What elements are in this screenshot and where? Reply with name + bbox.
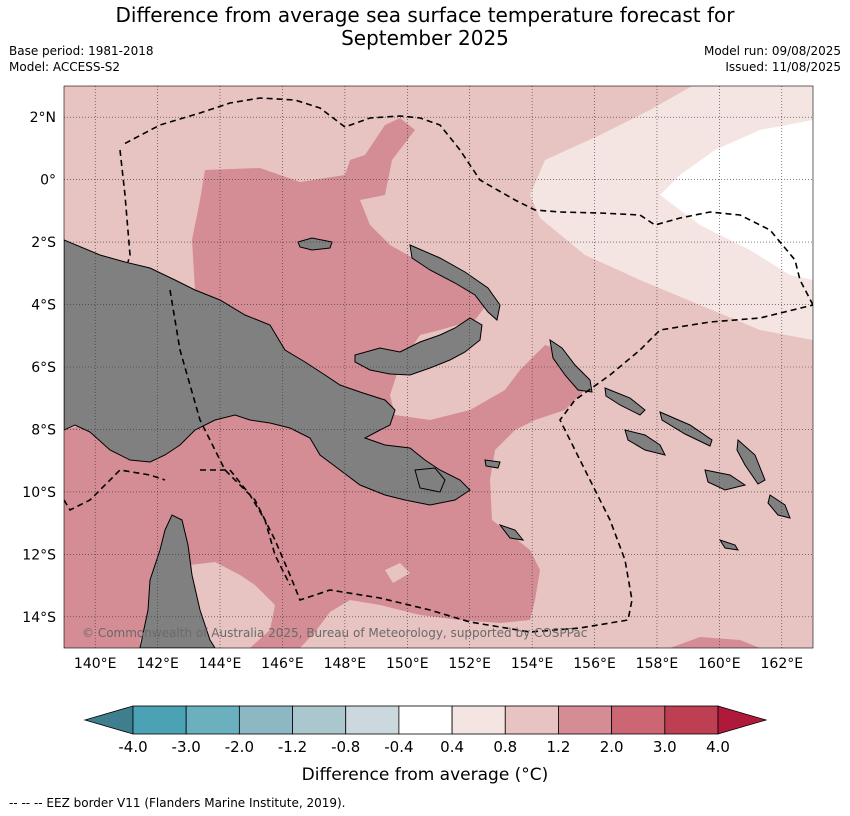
lon-label: 160°E (698, 656, 741, 672)
land-manus (297, 237, 333, 251)
latitude-labels: 2°N 0° 2°S 4°S 6°S 8°S 10°S 12°S 14°S (22, 110, 56, 626)
land-dentrecasteaux (414, 467, 446, 493)
land-choiseul (604, 387, 646, 416)
colorbar-tick-label: 2.0 (600, 738, 624, 756)
colorbar-tick-label: -0.4 (384, 738, 413, 756)
land-new-guinea (64, 239, 471, 506)
title-line-2: September 2025 (341, 26, 509, 50)
land-rennell (718, 539, 739, 551)
colorbar-title: Difference from average (°C) (302, 765, 549, 785)
title-line-1: Difference from average sea surface temp… (115, 3, 735, 27)
land-malaita (736, 438, 766, 485)
lat-label: 2°S (31, 235, 56, 251)
land-trobriand (484, 459, 501, 469)
colorbar-tick-label: -4.0 (118, 738, 147, 756)
colorbar-tick-label: 3.0 (653, 738, 677, 756)
colorbar-segment (292, 705, 347, 735)
issued-date: Issued: 11/08/2025 (725, 60, 841, 74)
colorbar-tick-label: -3.0 (172, 738, 201, 756)
colorbar-tick-label: -0.8 (331, 738, 360, 756)
land-makira (704, 469, 747, 491)
lon-label: 156°E (573, 656, 616, 672)
lon-label: 146°E (261, 656, 304, 672)
meta-right: Model run: 09/08/2025 Issued: 11/08/2025 (704, 43, 841, 75)
eez-border (64, 97, 813, 633)
colorbar-segment (345, 705, 400, 735)
lon-label: 144°E (199, 656, 242, 672)
colorbar-segment (558, 705, 613, 735)
colorbar-segment (664, 705, 719, 735)
meta-left: Base period: 1981-2018 Model: ACCESS-S2 (9, 43, 154, 75)
lon-label: 148°E (324, 656, 367, 672)
colorbar-segment (132, 705, 187, 735)
land-new-ireland (409, 244, 501, 321)
lon-label: 150°E (386, 656, 429, 672)
land-cape-york (139, 514, 216, 648)
land-island-se (767, 494, 791, 519)
map-panel: © Commonwealth of Australia 2025, Bureau… (64, 86, 813, 648)
land-santa-isabel (659, 411, 713, 447)
map-gridlines (64, 86, 813, 648)
lat-label: 4°S (31, 298, 56, 314)
colorbar-tick-label: 1.2 (547, 738, 571, 756)
model-run: Model run: 09/08/2025 (703, 44, 841, 58)
map-title: Difference from average sea surface temp… (0, 4, 850, 50)
copyright-notice: © Commonwealth of Australia 2025, Bureau… (82, 626, 587, 640)
lon-label: 142°E (136, 656, 179, 672)
lon-label: 162°E (761, 656, 804, 672)
model-name: Model: ACCESS-S2 (9, 60, 121, 74)
map-frame (63, 85, 814, 649)
anomaly-region-1.2-2.0-se (670, 637, 760, 648)
lat-label: 14°S (22, 610, 56, 626)
colorbar-tick-label: 4.0 (706, 738, 730, 756)
colorbar-tick-label: -2.0 (225, 738, 254, 756)
colorbar-tick-label: -1.2 (278, 738, 307, 756)
lat-label: 12°S (22, 547, 56, 563)
lon-label: 154°E (511, 656, 554, 672)
colorbar-segment (451, 705, 506, 735)
colorbar-extend-low (83, 705, 134, 735)
base-period: Base period: 1981-2018 (9, 44, 154, 58)
colorbar-extend-high (717, 705, 768, 735)
lat-label: 8°S (31, 422, 56, 438)
lat-label: 0° (40, 173, 56, 189)
anomaly-patch-small (385, 563, 410, 583)
colorbar-tick-label: 0.8 (493, 738, 517, 756)
lat-label: 6°S (31, 360, 56, 376)
colorbar: -4.0 -3.0 -2.0 -1.2 -0.8 -0.4 0.4 0.8 1.2 2.0 3.0 4… (83, 705, 768, 756)
colorbar-segment (611, 705, 666, 735)
land-guadalcanal (624, 429, 666, 456)
longitude-labels: 140°E 142°E 144°E 146°E 148°E 150°E 152°E 154°E… (74, 656, 803, 672)
colorbar-segment (398, 705, 453, 735)
lon-label: 140°E (74, 656, 117, 672)
lon-label: 152°E (448, 656, 491, 672)
colorbar-segment (504, 705, 559, 735)
eez-footnote: -- -- -- EEZ border V11 (Flanders Marine… (9, 796, 346, 810)
colorbar-tick-label: 0.4 (440, 738, 464, 756)
lat-label: 2°N (30, 110, 56, 126)
anomaly-region-neutral (660, 120, 813, 280)
land-rossel (498, 524, 525, 541)
lat-label: 10°S (22, 485, 56, 501)
colorbar-segment (238, 705, 293, 735)
land-bougainville (549, 338, 593, 393)
land-new-britain (354, 317, 483, 376)
colorbar-segment (185, 705, 240, 735)
lon-label: 158°E (636, 656, 679, 672)
